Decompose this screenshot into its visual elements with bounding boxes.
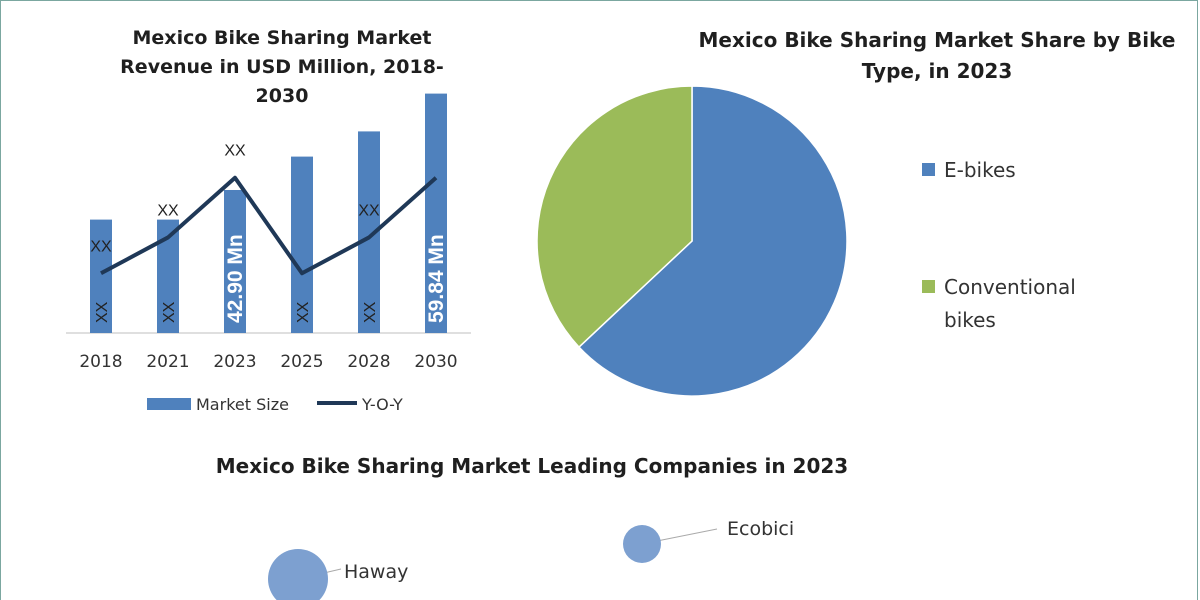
legend-label-conventional: Conventional: [944, 275, 1076, 299]
x-tick-2021: 2021: [146, 352, 189, 372]
pie-chart-title-line-2: Type, in 2023: [862, 59, 1012, 83]
yoy-label-2018: XX: [90, 238, 112, 255]
x-tick-2018: 2018: [79, 352, 122, 372]
bar-value-label-2028: XX: [362, 301, 379, 323]
pie-chart-plot: [536, 85, 848, 397]
companies-title: Mexico Bike Sharing Market Leading Compa…: [216, 454, 848, 478]
bar-2025: [291, 156, 313, 333]
x-tick-2023: 2023: [213, 352, 256, 372]
bar-value-label-2021: XX: [161, 301, 178, 323]
yoy-label-2023: XX: [224, 143, 246, 160]
legend-label-bikes: bikes: [944, 308, 996, 332]
bubble-haway: [268, 549, 328, 600]
bar-2030: [425, 93, 447, 333]
bar-chart-title-line-3: 2030: [256, 85, 309, 107]
legend-label-market-size: Market Size: [196, 395, 289, 414]
bar-value-label-2018: XX: [94, 301, 111, 323]
bar-2018: [90, 219, 112, 333]
pie-slice-e-bikes: [577, 85, 848, 397]
bar-chart-plot: XX XX 42.90 Mn XX XX 59.84 Mn 2018 2021 2023 2025…: [66, 93, 471, 372]
x-tick-2025: 2025: [280, 352, 323, 372]
bar-value-label-2030: 59.84 Mn: [425, 234, 448, 323]
bar-2028: [358, 131, 380, 333]
x-tick-2028: 2028: [347, 352, 390, 372]
legend-swatch-ebikes: [922, 163, 935, 176]
bubble-label-ecobici: Ecobici: [727, 518, 794, 540]
bubble-label-haway: Haway: [344, 561, 408, 583]
bar-2023: [224, 189, 246, 333]
bar-chart-title-line-2: Revenue in USD Million, 2018-: [120, 56, 444, 78]
legend-swatch-conventional-bikes: [922, 280, 935, 293]
yoy-line: [100, 175, 438, 276]
pie-slice-conventional-bikes: [536, 85, 693, 349]
yoy-label-2028: XX: [358, 202, 380, 219]
bubble-ecobici: [623, 525, 661, 563]
legend-swatch-market-size: [147, 398, 191, 410]
pie-chart-title-line-1: Mexico Bike Sharing Market Share by Bike: [699, 28, 1176, 52]
bar-2021: [157, 219, 179, 333]
bar-value-label-2023: 42.90 Mn: [224, 234, 247, 323]
bar-chart-title-line-1: Mexico Bike Sharing Market: [133, 27, 432, 49]
yoy-label-2021: XX: [157, 202, 179, 219]
bar-value-label-2025: XX: [295, 301, 312, 323]
x-tick-2030: 2030: [414, 352, 457, 372]
legend-label-yoy: Y-O-Y: [361, 395, 403, 414]
legend-label-ebikes: E-bikes: [944, 158, 1016, 182]
